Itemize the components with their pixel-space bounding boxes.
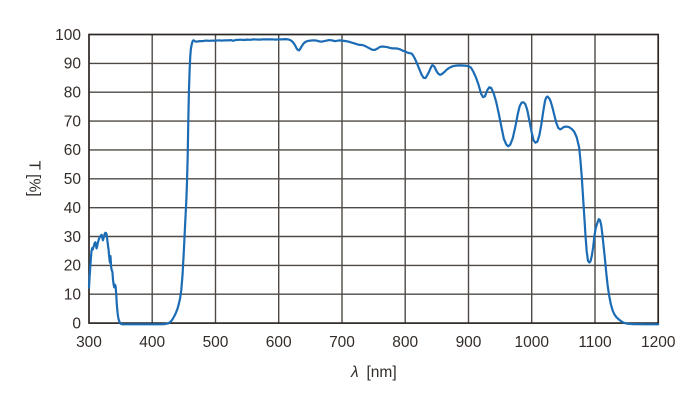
- svg-text:100: 100: [55, 27, 81, 44]
- svg-text:400: 400: [139, 334, 165, 351]
- svg-text:1100: 1100: [578, 334, 612, 351]
- svg-text:300: 300: [76, 334, 102, 351]
- svg-text:20: 20: [64, 258, 82, 275]
- svg-text:10: 10: [64, 287, 82, 304]
- svg-text:T [%]: T [%]: [26, 161, 43, 197]
- svg-text:40: 40: [64, 200, 82, 217]
- svg-text:70: 70: [64, 113, 82, 130]
- svg-text:80: 80: [64, 85, 82, 102]
- svg-text:30: 30: [64, 229, 82, 246]
- svg-text:90: 90: [64, 56, 82, 73]
- svg-text:50: 50: [64, 171, 82, 188]
- svg-text:[nm]: [nm]: [367, 364, 397, 381]
- svg-text:0: 0: [72, 315, 81, 332]
- svg-text:λ: λ: [350, 364, 359, 381]
- svg-text:900: 900: [456, 334, 482, 351]
- svg-text:1200: 1200: [641, 334, 676, 351]
- svg-text:60: 60: [64, 142, 82, 159]
- svg-text:700: 700: [329, 334, 355, 351]
- svg-text:800: 800: [392, 334, 418, 351]
- svg-text:500: 500: [203, 334, 229, 351]
- svg-text:1000: 1000: [514, 334, 549, 351]
- svg-text:600: 600: [266, 334, 292, 351]
